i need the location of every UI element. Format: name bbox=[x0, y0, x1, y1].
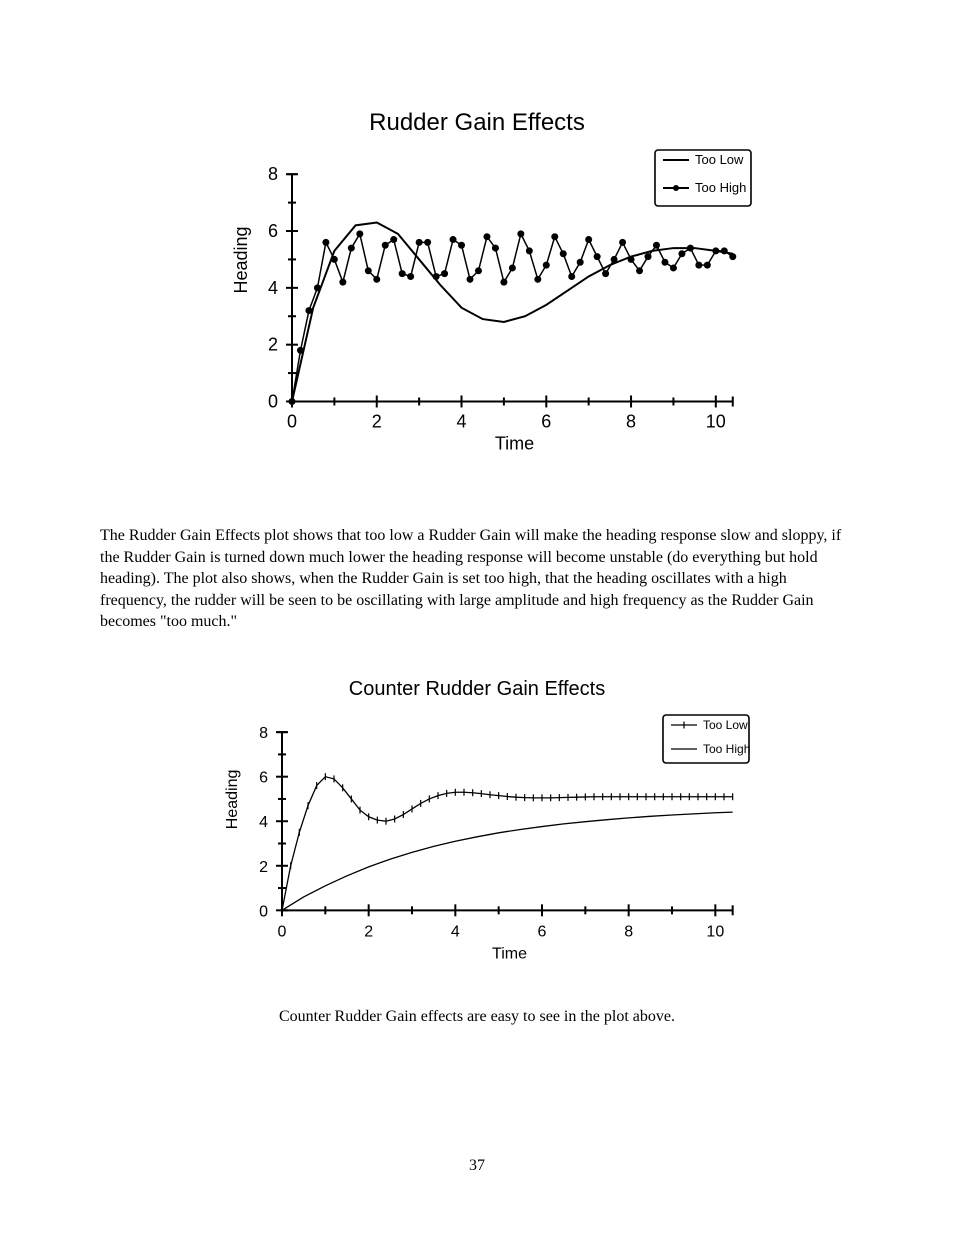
rudder-gain-paragraph: The Rudder Gain Effects plot shows that … bbox=[100, 525, 854, 633]
svg-text:Heading: Heading bbox=[231, 226, 251, 293]
counter-rudder-caption: Counter Rudder Gain effects are easy to … bbox=[100, 1008, 854, 1026]
svg-text:10: 10 bbox=[706, 923, 724, 940]
svg-text:8: 8 bbox=[268, 164, 278, 184]
svg-text:Heading: Heading bbox=[224, 770, 241, 830]
svg-text:Too Low: Too Low bbox=[703, 718, 748, 732]
svg-text:2: 2 bbox=[268, 335, 278, 355]
counter-rudder-gain-chart: Counter Rudder Gain Effects 0 2 4 6 8 10 0 2 4 6 8 T… bbox=[197, 673, 757, 978]
svg-text:Too High: Too High bbox=[703, 742, 750, 756]
svg-text:Rudder Gain Effects: Rudder Gain Effects bbox=[369, 109, 585, 136]
svg-text:8: 8 bbox=[624, 923, 633, 940]
svg-text:8: 8 bbox=[626, 411, 636, 431]
svg-text:6: 6 bbox=[541, 411, 551, 431]
svg-text:4: 4 bbox=[457, 411, 467, 431]
svg-text:Counter Rudder Gain Effects: Counter Rudder Gain Effects bbox=[349, 678, 605, 700]
svg-text:Time: Time bbox=[492, 945, 527, 962]
svg-text:4: 4 bbox=[259, 814, 268, 831]
svg-text:2: 2 bbox=[364, 923, 373, 940]
svg-text:4: 4 bbox=[451, 923, 460, 940]
svg-text:4: 4 bbox=[268, 278, 278, 298]
svg-text:0: 0 bbox=[287, 411, 297, 431]
svg-text:0: 0 bbox=[278, 923, 287, 940]
svg-text:Too High: Too High bbox=[695, 180, 746, 195]
svg-text:Time: Time bbox=[495, 433, 534, 453]
svg-text:6: 6 bbox=[259, 770, 268, 787]
svg-text:Too Low: Too Low bbox=[695, 152, 744, 167]
svg-text:6: 6 bbox=[268, 221, 278, 241]
rudder-gain-chart: Rudder Gain Effects 0 2 4 6 8 10 0 2 4 6 8 Time Headi… bbox=[197, 100, 757, 475]
svg-text:10: 10 bbox=[706, 411, 726, 431]
svg-text:0: 0 bbox=[268, 391, 278, 411]
page-number: 37 bbox=[0, 1157, 954, 1175]
svg-text:6: 6 bbox=[538, 923, 547, 940]
svg-text:8: 8 bbox=[259, 725, 268, 742]
svg-text:2: 2 bbox=[372, 411, 382, 431]
svg-text:2: 2 bbox=[259, 859, 268, 876]
svg-text:0: 0 bbox=[259, 903, 268, 920]
